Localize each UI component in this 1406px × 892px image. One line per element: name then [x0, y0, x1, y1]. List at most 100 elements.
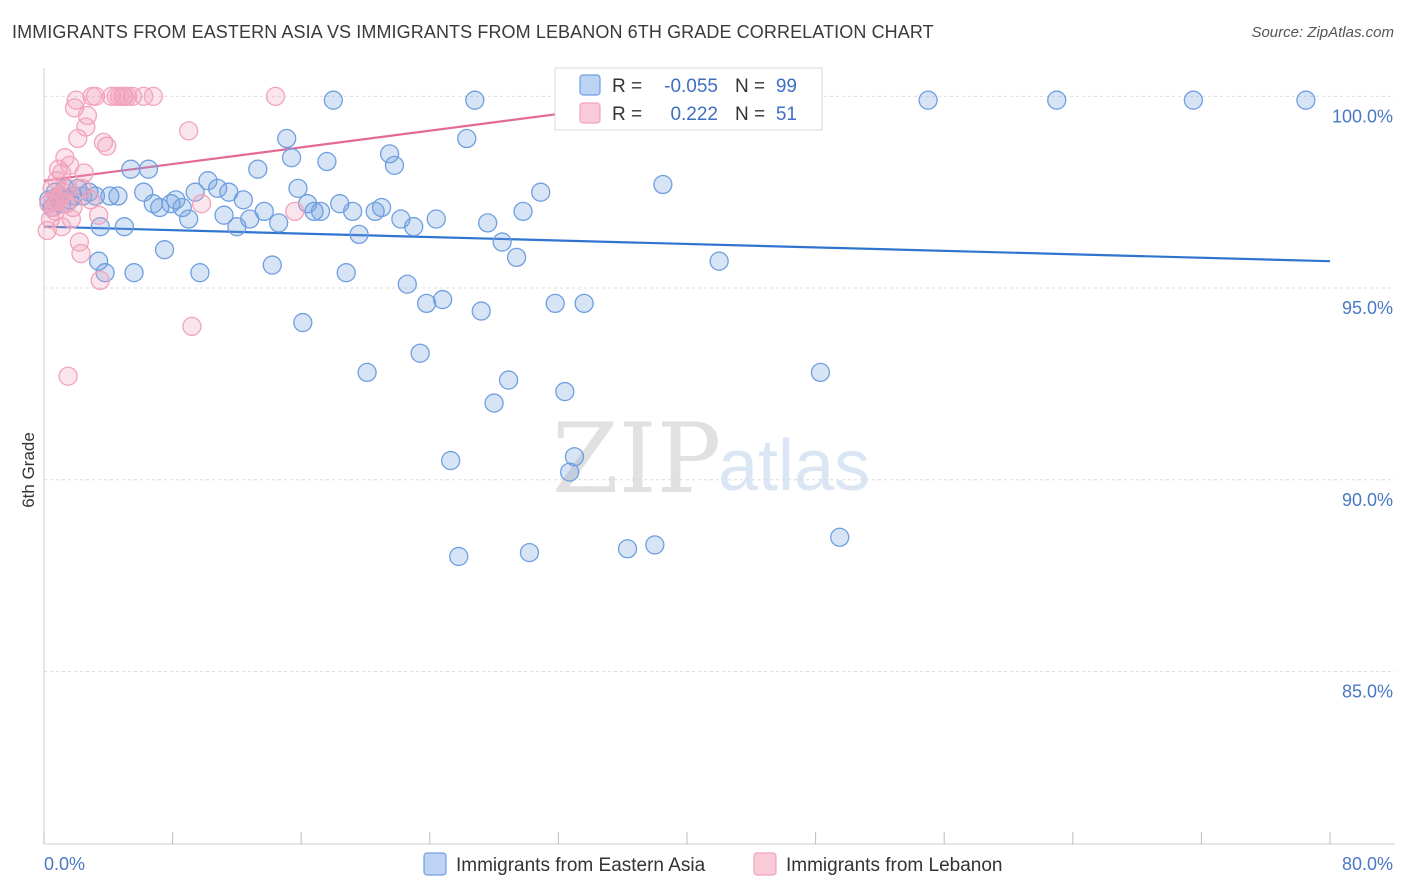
data-point: [89, 205, 109, 225]
data-point: [138, 159, 159, 179]
data-point: [191, 194, 212, 214]
data-point: [478, 213, 498, 233]
data-point: [74, 163, 94, 183]
data-point: [317, 151, 337, 172]
stats-swatch-lebanon: [579, 102, 601, 124]
data-point: [404, 217, 424, 237]
data-point: [498, 370, 519, 390]
data-point: [574, 293, 594, 314]
data-point: [71, 243, 91, 264]
data-point: [441, 450, 461, 471]
data-point: [254, 201, 274, 222]
y-axis-label: 6th Grade: [19, 432, 38, 508]
data-point: [143, 86, 163, 106]
data-points: [37, 86, 1316, 567]
legend-swatch-eastern-asia: [423, 852, 447, 876]
chart-source: Source: ZipAtlas.com: [1251, 24, 1394, 41]
watermark: ZIP atlas: [552, 403, 870, 515]
data-point: [100, 186, 120, 206]
data-point: [77, 105, 98, 126]
stats-r-label-eastern-asia: R =: [612, 76, 642, 97]
legend-label-lebanon: Immigrants from Lebanon: [786, 855, 1003, 876]
axes: [43, 68, 1395, 845]
data-point: [285, 201, 305, 222]
data-point: [545, 293, 565, 314]
data-point: [265, 86, 286, 106]
data-point: [653, 174, 673, 195]
data-point: [80, 190, 101, 210]
data-point: [323, 90, 344, 110]
data-point: [66, 90, 86, 110]
data-point: [207, 178, 228, 199]
data-point: [397, 274, 417, 294]
series-eastern-asia: [39, 90, 1316, 567]
data-point: [114, 217, 135, 237]
data-point: [519, 542, 540, 563]
stats-n-value-eastern-asia: 99: [776, 76, 797, 97]
data-point: [124, 263, 144, 283]
data-point: [90, 270, 110, 291]
data-point: [830, 527, 850, 547]
data-point: [198, 171, 218, 191]
data-point: [379, 144, 400, 164]
data-point: [1296, 90, 1316, 110]
data-point: [555, 381, 575, 402]
data-point: [457, 128, 477, 149]
data-point: [154, 240, 175, 260]
watermark-zip: ZIP: [552, 403, 721, 515]
data-point: [492, 232, 512, 252]
data-point: [810, 362, 831, 383]
data-point: [918, 90, 938, 110]
x-tick-label: 0.0%: [44, 854, 85, 874]
data-point: [410, 343, 430, 363]
data-point: [304, 201, 324, 222]
series-lebanon: [37, 86, 305, 386]
data-point: [1183, 90, 1204, 110]
data-point: [384, 155, 405, 176]
data-point: [97, 136, 117, 156]
data-point: [645, 535, 665, 555]
data-point: [342, 201, 363, 222]
data-point: [269, 213, 289, 233]
data-point: [357, 362, 377, 383]
data-point: [564, 447, 585, 467]
data-point: [426, 209, 446, 229]
stats-r-value-lebanon: 0.222: [670, 104, 718, 125]
data-point: [416, 293, 437, 314]
data-point: [465, 90, 485, 110]
data-point: [531, 182, 551, 202]
stats-r-label-lebanon: R =: [612, 104, 642, 125]
grid: [44, 95, 1395, 672]
legend: Immigrants from Eastern Asia Immigrants …: [423, 852, 1003, 876]
data-point: [336, 263, 356, 283]
data-point: [214, 205, 234, 225]
data-point: [349, 224, 369, 245]
data-point: [179, 121, 199, 141]
data-point: [122, 86, 143, 106]
data-point: [248, 159, 268, 179]
data-point: [166, 190, 186, 210]
watermark-atlas: atlas: [718, 426, 870, 506]
stats-box: R = -0.055 N = 99 R = 0.222 N = 51: [554, 67, 823, 131]
data-point: [484, 393, 504, 413]
stats-n-label-lebanon: N =: [735, 104, 765, 125]
x-tick-label: 80.0%: [1342, 854, 1393, 874]
data-point: [449, 546, 469, 567]
data-point: [471, 301, 491, 321]
data-point: [262, 255, 282, 275]
data-point: [233, 190, 253, 210]
data-point: [52, 217, 72, 237]
y-tick-label: 100.0%: [1332, 106, 1393, 126]
data-point: [37, 220, 57, 241]
data-point: [277, 128, 297, 149]
data-point: [172, 197, 192, 218]
data-point: [293, 312, 313, 333]
trend-line-eastern-asia: [43, 225, 1331, 263]
data-point: [513, 201, 533, 222]
data-point: [85, 86, 106, 106]
data-point: [310, 201, 331, 222]
stats-swatch-eastern-asia: [579, 74, 601, 96]
data-point: [58, 366, 78, 386]
y-tick-label: 85.0%: [1342, 681, 1393, 701]
y-tick-label: 90.0%: [1342, 490, 1393, 510]
